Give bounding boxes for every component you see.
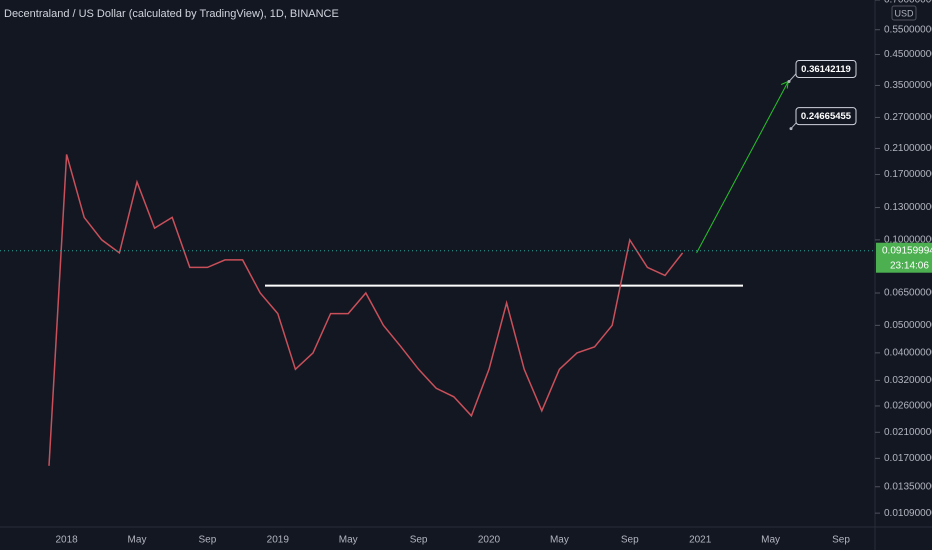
y-tick-label: 0.13000000 — [884, 202, 932, 213]
callout-label: 0.36142119 — [801, 64, 851, 75]
y-tick-label: 0.05000000 — [884, 320, 932, 331]
x-tick-label: Sep — [621, 535, 639, 546]
y-tick-label: 0.17000000 — [884, 169, 932, 180]
x-tick-label: May — [339, 535, 358, 546]
y-tick-label: 0.06500000 — [884, 288, 932, 299]
x-tick-label: Sep — [199, 535, 217, 546]
x-tick-label: May — [128, 535, 147, 546]
projection-arrow — [696, 81, 789, 254]
currency-box — [891, 5, 917, 21]
x-tick-label: 2021 — [689, 535, 712, 546]
y-tick-label: 0.02600000 — [884, 401, 932, 412]
chart-title: Decentraland / US Dollar (calculated by … — [4, 8, 339, 20]
y-tick-label: 0.55000000 — [884, 24, 932, 35]
y-tick-label: 0.03200000 — [884, 375, 932, 386]
y-tick-label: 0.01700000 — [884, 453, 932, 464]
price-line — [48, 154, 684, 466]
y-tick-label: 0.10000000 — [884, 235, 932, 246]
callout-label: 0.24665455 — [801, 111, 852, 122]
y-tick-label: 0.70000000 — [884, 0, 932, 6]
x-tick-label: Sep — [410, 535, 428, 546]
arrow-head — [781, 81, 789, 89]
y-tick-label: 0.01090000 — [884, 508, 932, 519]
y-tick-label: 0.01350000 — [884, 481, 932, 492]
x-tick-label: Sep — [832, 535, 850, 546]
last-price-label: 0.09159994 — [882, 245, 932, 256]
callout-box — [795, 59, 857, 78]
x-tick-label: 2019 — [267, 535, 290, 546]
countdown-label: 23:14:06 — [890, 260, 929, 271]
currency-label: USD — [894, 8, 914, 18]
x-tick-label: 2020 — [478, 535, 501, 546]
y-tick-label: 0.04000000 — [884, 347, 932, 358]
x-tick-label: May — [550, 535, 569, 546]
last-price-box — [876, 242, 932, 273]
x-tick-label: May — [761, 535, 780, 546]
callout-box — [795, 107, 857, 126]
y-tick-label: 0.21000000 — [884, 143, 932, 154]
x-tick-label: 2018 — [55, 535, 78, 546]
y-tick-label: 0.27000000 — [884, 112, 932, 123]
y-tick-label: 0.35000000 — [884, 80, 932, 91]
y-tick-label: 0.45000000 — [884, 49, 932, 60]
y-tick-label: 0.02100000 — [884, 427, 932, 438]
